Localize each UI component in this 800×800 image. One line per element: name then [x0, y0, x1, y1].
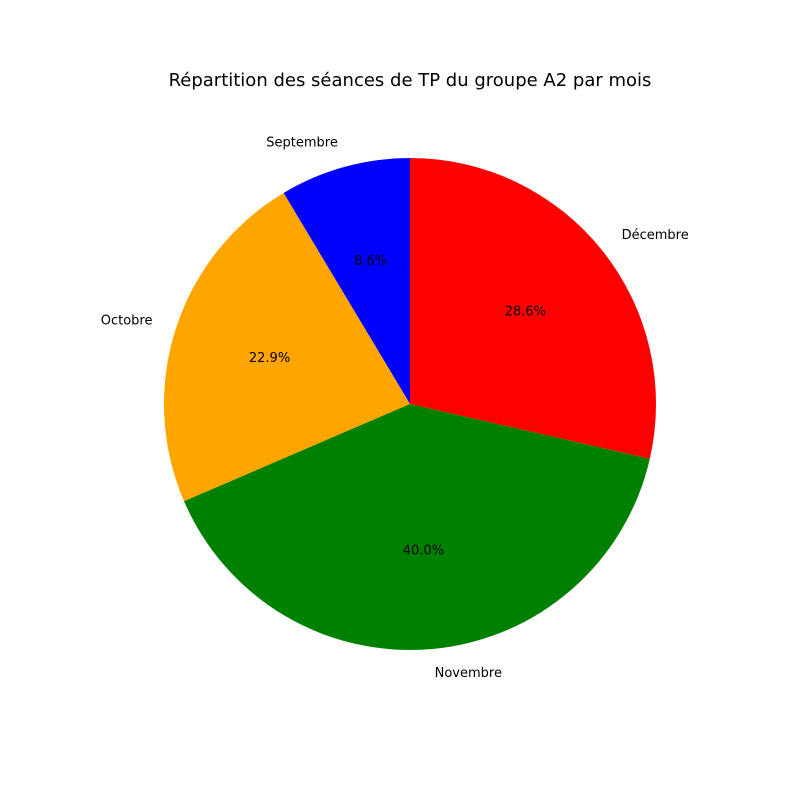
slice-label-novembre: Novembre [435, 666, 502, 681]
percent-label-octobre: 22.9% [249, 351, 290, 366]
pie-slice-septembre [283, 158, 410, 404]
slice-label-décembre: Décembre [622, 228, 689, 243]
pie-slices [164, 158, 656, 651]
pie-slice-octobre [164, 192, 410, 502]
percent-label-décembre: 28.6% [505, 304, 546, 319]
pie-labels: Septembre 8.6% Octobre 22.9% Novembre 40.0% Dé… [101, 136, 689, 681]
percent-label-novembre: 40.0% [403, 543, 444, 558]
pie-slice-novembre [184, 404, 650, 651]
slice-label-septembre: Septembre [266, 136, 338, 151]
pie-slice-décembre [410, 158, 656, 459]
percent-label-septembre: 8.6% [354, 254, 387, 269]
slice-label-octobre: Octobre [101, 313, 153, 328]
chart-title: Répartition des séances de TP du groupe … [168, 70, 652, 91]
